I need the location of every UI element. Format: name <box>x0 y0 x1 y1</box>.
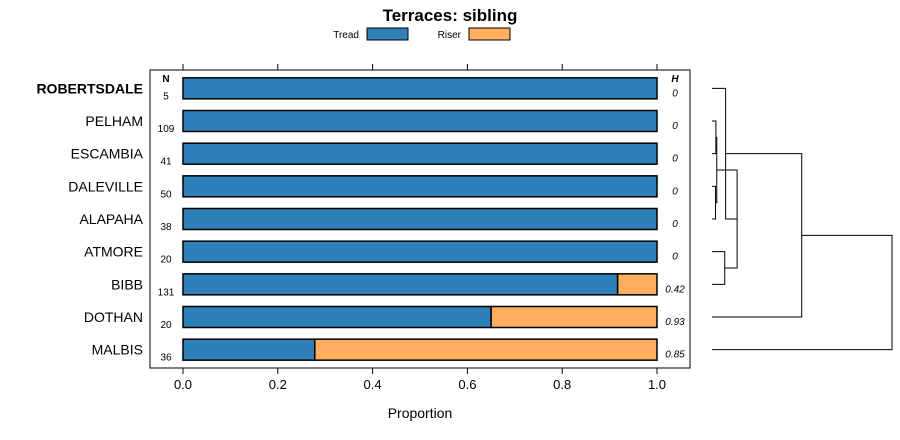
bar-malbis-tread <box>182 338 316 361</box>
n-value-pelham: 109 <box>158 124 175 135</box>
row-label-pelham: PELHAM <box>85 113 143 129</box>
x-tick-label: 0.4 <box>364 377 382 392</box>
bar-dothan-riser <box>490 305 658 329</box>
h-value-pelham: 0 <box>672 121 678 132</box>
h-values: 0 0 0 0 0 0 0.42 0.93 0.85 <box>665 88 685 360</box>
row-label-atmore: ATMORE <box>84 244 143 260</box>
h-value-dothan: 0.93 <box>665 317 685 328</box>
bar-dothan-tread <box>182 305 492 329</box>
h-value-atmore: 0 <box>672 252 678 263</box>
x-tick-label: 0.0 <box>174 377 192 392</box>
row-labels: ROBERTSDALE PELHAM ESCAMBIA DALEVILLE ALAPAH… <box>36 80 143 357</box>
n-values: 5 109 41 50 38 20 131 20 36 <box>158 91 175 363</box>
x-axis: 0.0 0.2 0.4 0.6 0.8 1.0 <box>174 368 666 392</box>
dendrogram-branch <box>712 120 717 155</box>
n-value-robertsdale: 5 <box>163 91 169 102</box>
legend-label-riser: Riser <box>438 30 462 41</box>
bar-bibb-tread <box>182 273 619 296</box>
n-value-alapaha: 38 <box>160 222 172 233</box>
h-value-robertsdale: 0 <box>672 88 678 99</box>
top-ticks <box>182 64 658 70</box>
bar-pelham-tread <box>182 109 658 133</box>
x-tick-label: 0.2 <box>269 377 287 392</box>
row-label-bibb: BIBB <box>111 276 143 292</box>
h-column-header: H <box>671 74 679 85</box>
row-label-malbis: MALBIS <box>92 342 143 358</box>
dendrogram <box>712 87 893 351</box>
bar-bibb-riser <box>616 273 658 296</box>
chart-title: Terraces: sibling <box>383 6 518 25</box>
row-label-daleville: DALEVILLE <box>68 178 143 194</box>
n-column-header: N <box>162 74 169 85</box>
bars <box>182 77 658 361</box>
row-label-escambia: ESCAMBIA <box>71 146 144 162</box>
h-value-escambia: 0 <box>672 154 678 165</box>
x-tick-label: 0.6 <box>458 377 476 392</box>
dendrogram-branch <box>712 185 717 220</box>
bar-atmore-tread <box>182 240 658 263</box>
legend: Tread Riser <box>333 27 511 41</box>
n-value-daleville: 50 <box>160 189 172 200</box>
x-tick-label: 0.8 <box>553 377 571 392</box>
h-value-bibb: 0.42 <box>665 284 685 295</box>
bar-daleville-tread <box>182 175 658 198</box>
bar-malbis-riser <box>314 338 658 361</box>
n-value-escambia: 41 <box>160 157 172 168</box>
row-label-alapaha: ALAPAHA <box>79 211 143 227</box>
n-value-atmore: 20 <box>160 255 172 266</box>
h-value-alapaha: 0 <box>672 219 678 230</box>
x-axis-label: Proportion <box>388 405 453 421</box>
h-value-daleville: 0 <box>672 186 678 197</box>
legend-swatch-tread <box>366 27 409 41</box>
row-label-robertsdale: ROBERTSDALE <box>36 80 143 96</box>
legend-swatch-riser <box>468 27 511 41</box>
bar-alapaha-tread <box>182 207 658 231</box>
bar-robertsdale-tread <box>182 77 658 100</box>
dendrogram-branch <box>712 251 726 285</box>
n-value-dothan: 20 <box>160 320 172 331</box>
row-label-dothan: DOTHAN <box>84 309 143 325</box>
dendrogram-branch <box>712 234 893 351</box>
bar-escambia-tread <box>182 142 658 165</box>
legend-label-tread: Tread <box>333 30 359 41</box>
n-value-malbis: 36 <box>160 353 172 364</box>
x-tick-label: 1.0 <box>648 377 666 392</box>
h-value-malbis: 0.85 <box>665 350 685 361</box>
plot-frame <box>149 69 691 369</box>
n-value-bibb: 131 <box>158 287 175 298</box>
